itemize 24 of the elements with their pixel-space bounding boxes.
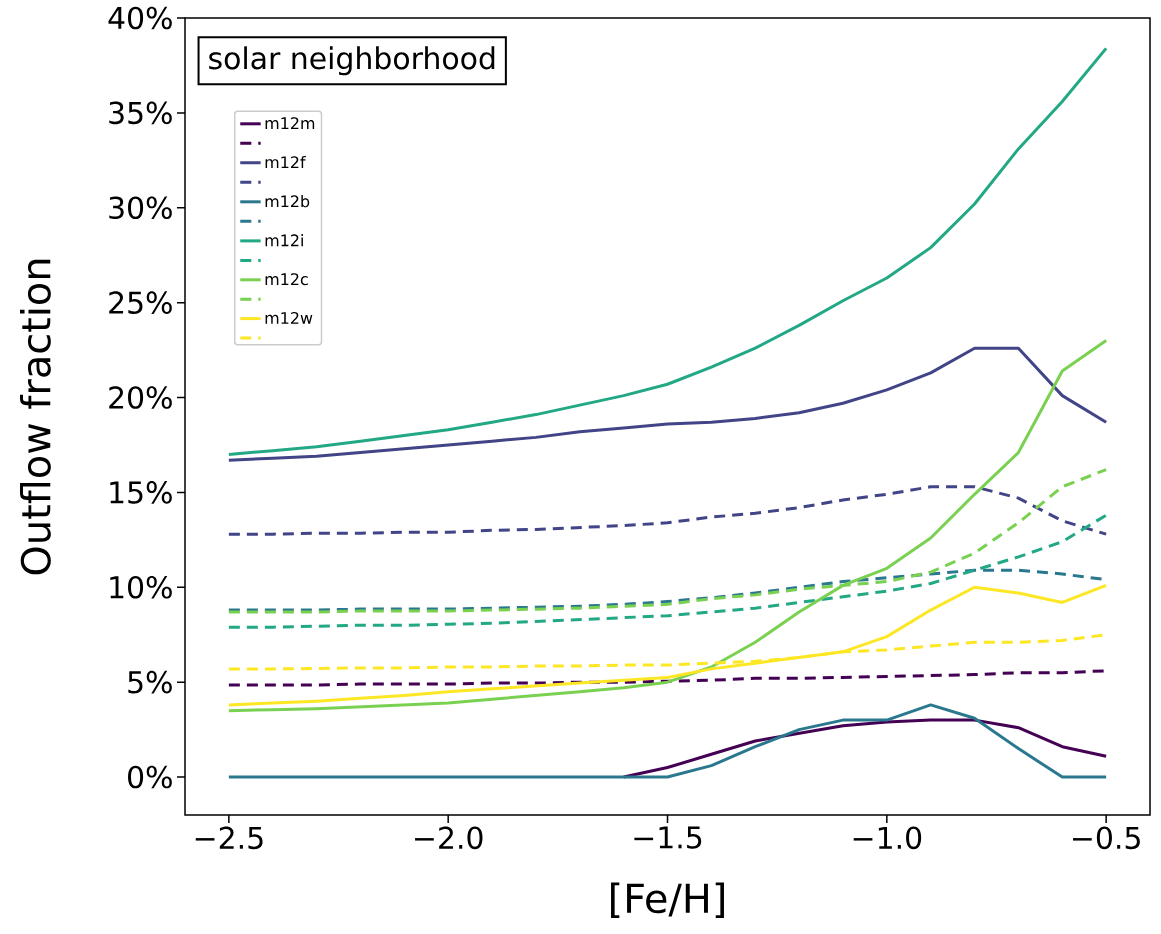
- legend-label: m12w: [265, 311, 313, 324]
- y-tick-label: 15%: [110, 481, 172, 504]
- legend-label: m12i: [265, 234, 303, 247]
- x-axis-title: [Fe/H]: [611, 882, 724, 919]
- x-tick-label: −2.0: [415, 826, 483, 850]
- x-tick-label: −0.5: [1073, 826, 1140, 850]
- y-tick-label: 35%: [109, 101, 172, 125]
- x-tick-label: −1.0: [853, 826, 922, 850]
- legend-label: m12m: [265, 117, 315, 129]
- y-tick-label: 10%: [110, 575, 172, 599]
- y-tick-label: 20%: [109, 386, 172, 409]
- y-tick-label: 25%: [109, 291, 172, 314]
- y-tick-label: 5%: [128, 670, 172, 694]
- y-tick-label: 40%: [108, 6, 172, 30]
- x-tick-label: −2.5: [195, 826, 263, 850]
- legend-label: m12f: [265, 155, 306, 169]
- line-series: [227, 346, 1108, 462]
- legend-label: m12b: [265, 195, 310, 208]
- y-axis-title: Outflow fraction: [20, 259, 51, 575]
- y-tick-label: 30%: [109, 196, 172, 220]
- y-tick-label: 0%: [128, 765, 172, 789]
- annotation: solar neighborhood: [209, 46, 495, 76]
- legend-label: m12c: [265, 273, 308, 286]
- x-tick-label: −1.5: [634, 826, 702, 849]
